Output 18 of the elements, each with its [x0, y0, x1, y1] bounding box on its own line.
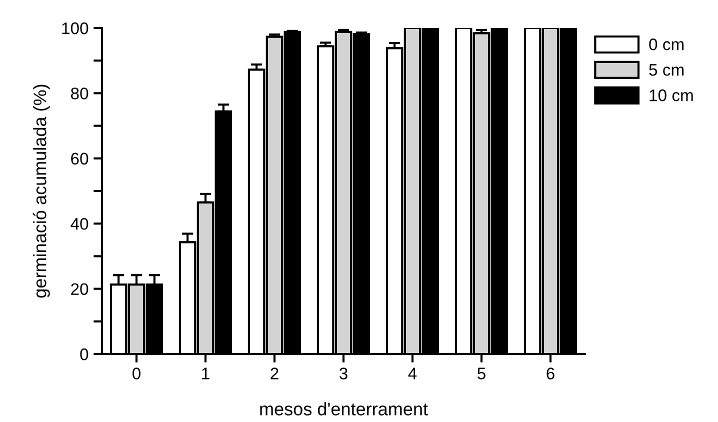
x-tick-label: 5 [478, 368, 486, 380]
x-tick-label: 2 [270, 368, 278, 380]
x-tick-label: 1 [202, 368, 210, 380]
y-tick-label: 0 [80, 348, 88, 360]
y-tick-label: 80 [70, 88, 88, 100]
x-axis-title: mesos d'enterrament [260, 402, 428, 416]
y-tick-label: 60 [71, 152, 88, 165]
legend-label: 5 cm [649, 64, 684, 76]
x-tick-label: 4 [408, 368, 417, 380]
x-tick-label: 6 [546, 368, 554, 380]
legend-label: 0 cm [649, 38, 684, 50]
x-tick-label: 3 [340, 368, 348, 380]
y-tick-label: 100 [62, 22, 88, 34]
y-tick-label: 20 [71, 283, 88, 296]
y-tick-label: 40 [70, 218, 88, 230]
x-tick-label: 0 [132, 368, 140, 380]
legend-label: 10 cm [650, 89, 693, 102]
y-axis-title: germinació acumulada (%) [32, 84, 50, 298]
